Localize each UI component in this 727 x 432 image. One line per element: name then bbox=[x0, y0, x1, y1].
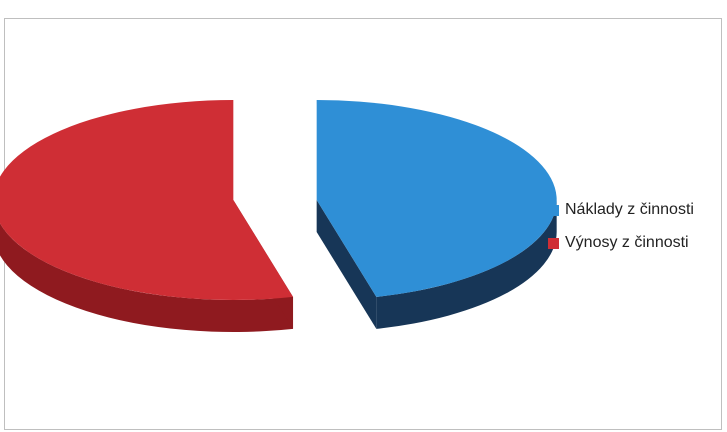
legend-label-naklady: Náklady z činnosti bbox=[565, 201, 694, 219]
pie-slice-naklady bbox=[317, 100, 557, 329]
legend-item-naklady: Náklady z činnosti bbox=[548, 199, 694, 221]
pie-slice-vynosy bbox=[0, 100, 293, 332]
chart-legend: Náklady z činnosti Výnosy z činnosti bbox=[548, 199, 694, 265]
legend-swatch-naklady bbox=[548, 205, 559, 216]
legend-item-vynosy: Výnosy z činnosti bbox=[548, 232, 694, 254]
legend-label-vynosy: Výnosy z činnosti bbox=[565, 234, 689, 252]
legend-swatch-vynosy bbox=[548, 238, 559, 249]
